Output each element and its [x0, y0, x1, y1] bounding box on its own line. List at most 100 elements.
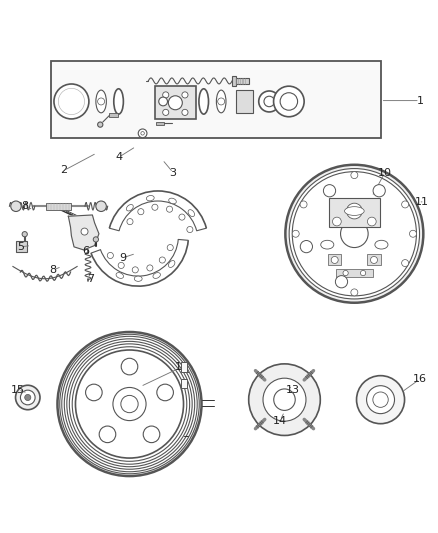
Circle shape	[410, 230, 417, 237]
Circle shape	[11, 201, 21, 212]
Circle shape	[332, 217, 341, 226]
Bar	[236, 78, 249, 84]
Ellipse shape	[216, 90, 226, 113]
Circle shape	[141, 132, 145, 135]
Bar	[51, 61, 381, 138]
Ellipse shape	[188, 209, 194, 216]
Circle shape	[93, 237, 99, 242]
Circle shape	[367, 386, 395, 414]
Text: 6: 6	[82, 246, 89, 256]
Text: 8: 8	[21, 201, 28, 211]
Circle shape	[64, 339, 195, 469]
Circle shape	[67, 341, 192, 467]
Circle shape	[25, 394, 31, 400]
Circle shape	[300, 240, 312, 253]
Text: 9: 9	[120, 253, 127, 263]
Circle shape	[289, 168, 420, 299]
Ellipse shape	[116, 272, 124, 278]
Circle shape	[280, 93, 297, 110]
Ellipse shape	[375, 240, 388, 249]
Circle shape	[162, 109, 169, 116]
Text: 16: 16	[413, 374, 427, 384]
Ellipse shape	[169, 198, 177, 204]
Ellipse shape	[321, 240, 334, 249]
Circle shape	[263, 378, 306, 421]
Circle shape	[127, 219, 133, 225]
Circle shape	[259, 91, 280, 112]
Circle shape	[357, 376, 405, 424]
Circle shape	[346, 203, 362, 219]
Circle shape	[402, 201, 409, 208]
Circle shape	[21, 390, 35, 405]
Circle shape	[167, 245, 173, 251]
Circle shape	[182, 92, 188, 98]
Circle shape	[371, 256, 378, 263]
Circle shape	[75, 350, 184, 458]
Circle shape	[162, 92, 169, 98]
Polygon shape	[68, 215, 99, 250]
Circle shape	[159, 257, 166, 263]
Circle shape	[96, 201, 106, 212]
Circle shape	[351, 172, 358, 179]
Ellipse shape	[199, 89, 208, 114]
Text: 11: 11	[415, 197, 429, 207]
Circle shape	[323, 184, 336, 197]
Circle shape	[132, 267, 138, 273]
Bar	[336, 269, 373, 277]
Text: 1: 1	[417, 95, 424, 106]
Circle shape	[166, 206, 173, 212]
Circle shape	[300, 201, 307, 208]
Circle shape	[157, 384, 173, 401]
Circle shape	[57, 332, 201, 476]
Circle shape	[168, 96, 182, 110]
Circle shape	[249, 364, 320, 435]
Circle shape	[147, 265, 153, 271]
Ellipse shape	[134, 276, 142, 281]
Ellipse shape	[114, 89, 124, 114]
Circle shape	[58, 88, 85, 115]
Circle shape	[159, 97, 167, 106]
Circle shape	[264, 96, 275, 107]
Text: 13: 13	[285, 385, 299, 394]
Circle shape	[85, 384, 102, 401]
Circle shape	[118, 262, 124, 269]
Text: 10: 10	[378, 168, 392, 177]
Circle shape	[274, 86, 304, 117]
Circle shape	[373, 392, 388, 407]
Circle shape	[292, 230, 299, 237]
Circle shape	[69, 344, 190, 464]
Circle shape	[15, 385, 40, 410]
Circle shape	[62, 92, 81, 111]
Bar	[181, 362, 187, 372]
Text: 7: 7	[87, 274, 94, 284]
Bar	[109, 113, 118, 117]
Bar	[181, 379, 187, 388]
Circle shape	[72, 347, 187, 461]
Ellipse shape	[153, 272, 160, 278]
Circle shape	[292, 172, 417, 296]
Circle shape	[360, 270, 366, 276]
Circle shape	[336, 276, 348, 288]
Circle shape	[143, 426, 160, 442]
Bar	[328, 254, 341, 265]
Circle shape	[341, 220, 368, 247]
Text: 4: 4	[115, 152, 122, 163]
Bar	[236, 90, 253, 113]
Circle shape	[286, 165, 424, 303]
Circle shape	[274, 389, 295, 410]
Text: 15: 15	[11, 385, 25, 394]
Bar	[232, 76, 236, 86]
Circle shape	[373, 184, 385, 197]
Text: 8: 8	[49, 265, 57, 275]
Circle shape	[182, 109, 188, 116]
Circle shape	[367, 217, 376, 226]
Circle shape	[107, 253, 113, 259]
Circle shape	[99, 426, 116, 442]
Ellipse shape	[169, 261, 175, 268]
Circle shape	[402, 260, 409, 266]
Text: 5: 5	[17, 242, 24, 252]
Ellipse shape	[96, 90, 106, 113]
Ellipse shape	[146, 196, 154, 201]
Bar	[367, 254, 381, 265]
Circle shape	[22, 231, 27, 237]
